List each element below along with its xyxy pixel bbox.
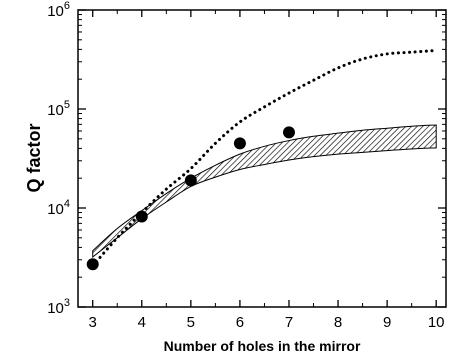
data-point <box>233 137 246 150</box>
band-layer <box>92 124 437 259</box>
y-axis-title: Q factor <box>24 123 44 192</box>
x-axis: 3 4 5 6 7 8 9 10 <box>89 10 445 331</box>
x-tick-label: 3 <box>89 314 97 331</box>
y-tick-label: 105 <box>47 99 70 119</box>
data-point <box>135 210 148 223</box>
y-tick-label: 103 <box>47 297 70 317</box>
x-tick-label: 8 <box>334 314 342 331</box>
dotted-series-line <box>91 48 438 268</box>
data-point <box>184 174 197 187</box>
plot-area-frame <box>77 9 447 308</box>
x-tick-label: 7 <box>285 314 293 331</box>
dotted-line-layer <box>91 48 438 268</box>
y-axis: 103 104 105 106 <box>47 0 446 317</box>
hatched-band <box>92 124 437 259</box>
x-tick-label: 9 <box>383 314 391 331</box>
x-tick-label: 6 <box>236 314 244 331</box>
x-tick-label: 10 <box>428 314 445 331</box>
x-tick-label: 5 <box>187 314 195 331</box>
y-tick-label: 104 <box>47 198 70 218</box>
y-tick-label: 106 <box>47 0 70 20</box>
data-point <box>86 258 99 271</box>
marker-layer <box>86 126 295 271</box>
x-axis-title: Number of holes in the mirror <box>164 338 361 354</box>
data-point <box>282 126 295 139</box>
x-tick-label: 4 <box>138 314 146 331</box>
